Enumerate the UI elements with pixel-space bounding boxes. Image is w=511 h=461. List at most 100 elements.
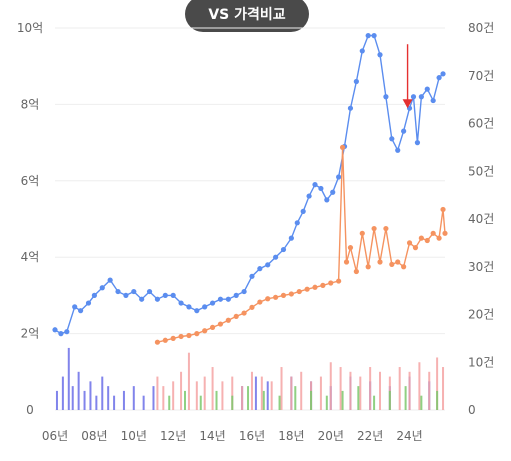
data-point: [64, 329, 70, 335]
volume-bar: [95, 395, 98, 410]
data-point: [241, 310, 247, 316]
x-tick-label: 16년: [239, 429, 265, 443]
y-left-tick-label: 8억: [21, 97, 40, 111]
data-point: [217, 296, 224, 302]
data-point: [288, 235, 294, 241]
data-point: [257, 299, 263, 305]
data-point: [72, 304, 78, 310]
data-point: [78, 308, 84, 314]
volume-bar: [260, 376, 263, 410]
data-point: [52, 327, 58, 333]
volume-bar: [408, 371, 411, 410]
data-point: [406, 240, 413, 246]
data-point: [178, 300, 184, 306]
x-tick-label: 12년: [160, 429, 186, 443]
volume-bar: [184, 390, 186, 410]
volume-bar: [113, 395, 116, 410]
data-point: [383, 225, 389, 232]
y-left-tick-label: 6억: [21, 174, 40, 188]
data-point: [347, 105, 354, 111]
volume-bar: [420, 395, 423, 410]
volume-bar: [231, 395, 234, 410]
data-point: [414, 140, 421, 146]
data-point: [294, 220, 300, 226]
data-point: [312, 182, 318, 188]
data-point: [371, 225, 377, 232]
volume-bar: [195, 381, 198, 410]
volume-bar: [83, 390, 86, 410]
data-point: [194, 308, 200, 314]
x-tick-label: 22년: [357, 429, 383, 443]
volume-bar: [329, 362, 332, 410]
data-point: [131, 288, 137, 295]
y-right-tick-label: 40건: [468, 212, 494, 226]
volume-bar: [373, 395, 376, 410]
volume-bar: [77, 371, 80, 410]
data-point: [328, 280, 334, 286]
volume-bar: [254, 376, 257, 410]
volume-bar: [55, 390, 58, 410]
data-point: [442, 230, 448, 236]
data-point: [440, 71, 446, 77]
volume-bar: [152, 386, 155, 410]
data-point: [365, 264, 371, 270]
data-point: [401, 128, 407, 134]
price-line-blue: [54, 34, 444, 335]
data-point: [233, 313, 239, 320]
data-point: [202, 328, 208, 334]
volume-bar: [168, 395, 171, 410]
data-point: [353, 268, 359, 275]
x-tick-label: 06년: [42, 429, 68, 443]
volume-bar: [132, 386, 135, 410]
data-point: [320, 282, 326, 288]
volume-bar: [71, 386, 74, 410]
data-point: [194, 331, 200, 337]
x-tick-label: 18년: [278, 429, 304, 443]
volume-bar: [107, 386, 110, 410]
volume-bar: [436, 357, 439, 410]
data-point: [312, 284, 318, 290]
volume-bar: [215, 390, 218, 410]
data-point: [440, 206, 446, 213]
data-point: [389, 136, 395, 142]
y-right-tick-label: 30건: [468, 260, 494, 274]
y-left-tick-label: 10억: [17, 21, 43, 35]
volume-bar: [221, 381, 224, 410]
volume-bar: [280, 367, 283, 410]
data-point: [202, 304, 208, 310]
data-point: [186, 304, 192, 310]
data-point: [249, 304, 255, 310]
data-point: [430, 230, 436, 236]
data-point: [300, 208, 306, 214]
volume-bar: [247, 386, 250, 410]
data-point: [91, 292, 97, 298]
y-left-tick-label: 0: [26, 403, 34, 417]
x-tick-label: 20년: [318, 429, 344, 443]
volume-bar: [270, 381, 273, 410]
x-tick-label: 10년: [121, 429, 147, 443]
data-point: [395, 259, 401, 265]
data-point: [436, 75, 442, 81]
volume-bar: [404, 386, 407, 410]
data-point: [146, 288, 153, 295]
data-point: [395, 147, 401, 153]
volume-bar: [250, 371, 253, 410]
volume-bar: [211, 367, 214, 410]
data-point: [410, 94, 417, 100]
volume-bar: [241, 386, 244, 410]
price-line-orange: [157, 147, 446, 343]
data-point: [418, 94, 424, 100]
volume-bar: [266, 381, 269, 410]
data-point: [365, 33, 371, 39]
data-point: [170, 335, 176, 341]
data-point: [217, 321, 224, 327]
volume-bar: [101, 376, 104, 410]
data-point: [339, 144, 346, 150]
data-point: [412, 245, 419, 251]
volume-bar: [122, 390, 125, 410]
data-point: [430, 97, 436, 104]
volume-bar: [319, 376, 322, 410]
data-point: [304, 286, 310, 292]
volume-bar: [294, 386, 297, 410]
data-point: [330, 189, 336, 195]
